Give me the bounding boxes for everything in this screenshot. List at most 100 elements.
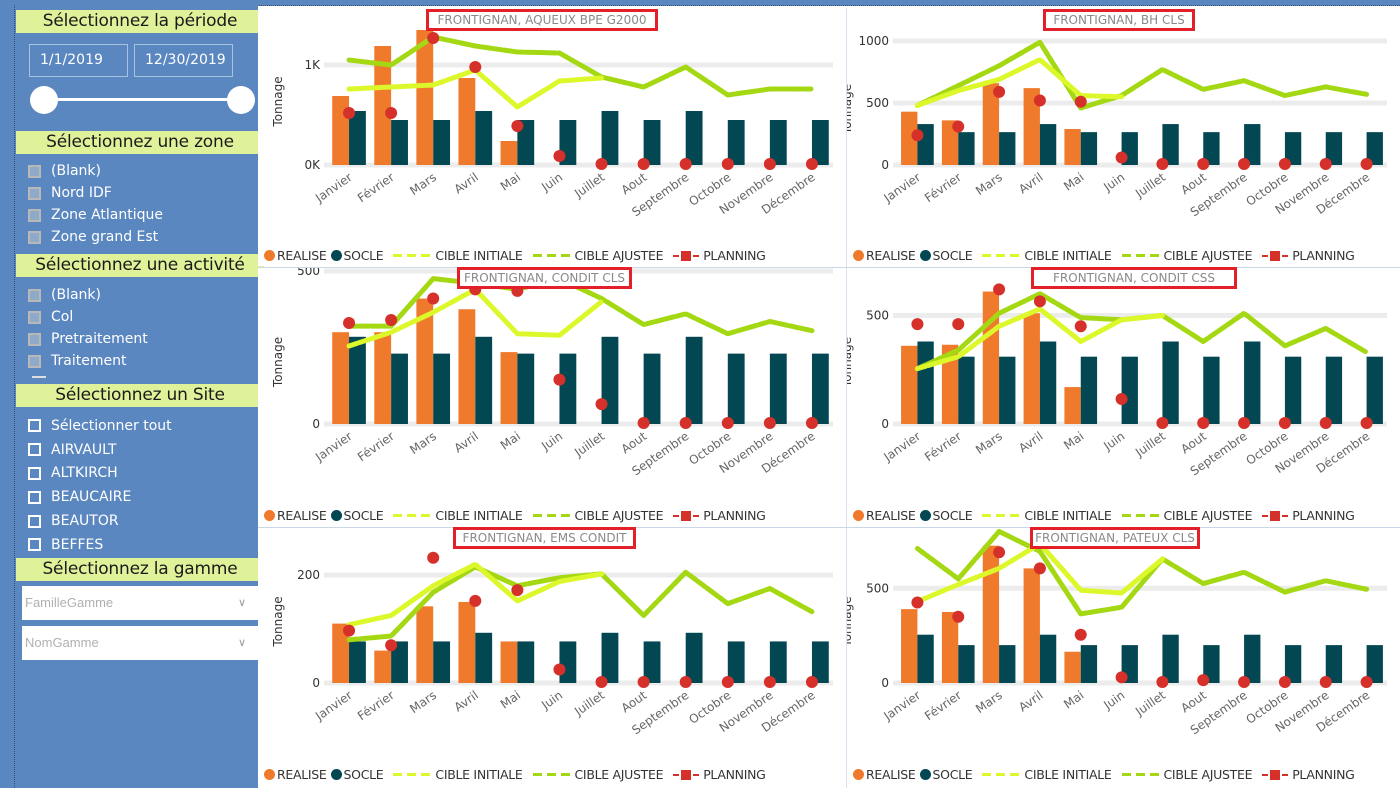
checkbox-icon[interactable] — [28, 230, 41, 244]
chart-aqueux-bpe-g2000[interactable]: 0K 1K Tonnage Janvier Février Mars Avril Mai Jui… — [258, 6, 846, 266]
checkbox-icon[interactable] — [28, 514, 41, 528]
chart-condit-css[interactable]: 0 500 Tonnage Janvier Février Mars Avril Mai Jui… — [847, 267, 1400, 526]
svg-text:500: 500 — [866, 96, 889, 110]
activite-item[interactable]: Pretraitement — [28, 328, 148, 350]
checkbox-icon[interactable] — [28, 164, 41, 178]
planning-legend-icon — [1262, 250, 1289, 261]
legend-socle[interactable]: SOCLE — [343, 508, 384, 523]
legend-cible-ajustee[interactable]: CIBLE AJUSTEE — [574, 767, 664, 782]
legend-planning[interactable]: PLANNING — [703, 248, 766, 263]
legend-planning[interactable]: PLANNING — [703, 508, 766, 523]
cible-ajustee-legend-icon — [1121, 773, 1162, 776]
site-item[interactable]: BEFFES — [28, 533, 172, 557]
svg-text:200: 200 — [297, 568, 320, 582]
zone-item[interactable]: Zone Atlantique — [28, 204, 163, 226]
legend-cible-initiale[interactable]: CIBLE INITIALE — [435, 767, 523, 782]
legend-cible-ajustee[interactable]: CIBLE AJUSTEE — [1163, 767, 1253, 782]
zone-item[interactable]: Nord IDF — [28, 182, 163, 204]
famille-gamme-dropdown[interactable]: FamilleGamme ∨ — [22, 586, 258, 620]
site-item[interactable]: AIRVAULT — [28, 438, 172, 462]
socle-legend-icon — [330, 510, 342, 521]
legend-socle[interactable]: SOCLE — [343, 767, 384, 782]
periode-header: Sélectionnez la période — [16, 10, 264, 33]
checkbox-icon[interactable] — [28, 208, 41, 222]
legend-planning[interactable]: PLANNING — [1292, 767, 1355, 782]
site-item[interactable]: BEAUTOR — [28, 509, 172, 533]
legend-cible-ajustee[interactable]: CIBLE AJUSTEE — [1163, 248, 1253, 263]
legend-socle[interactable]: SOCLE — [932, 508, 973, 523]
svg-text:500: 500 — [297, 268, 320, 278]
legend-cible-ajustee[interactable]: CIBLE AJUSTEE — [574, 508, 664, 523]
svg-text:Mars: Mars — [407, 688, 439, 716]
legend-cible-initiale[interactable]: CIBLE INITIALE — [1024, 248, 1112, 263]
checkbox-icon[interactable] — [28, 310, 41, 324]
svg-text:Juin: Juin — [1100, 170, 1127, 195]
checkbox-icon[interactable] — [28, 538, 41, 552]
svg-text:Mai: Mai — [498, 688, 523, 712]
date-range-slider[interactable] — [46, 98, 242, 101]
legend-cible-initiale[interactable]: CIBLE INITIALE — [1024, 508, 1112, 523]
legend-realise[interactable]: REALISE — [866, 767, 916, 782]
chart-ems-condit[interactable]: 0 200 Tonnage Janvier Février Mars Avril Mai Jui… — [258, 527, 846, 788]
legend-realise[interactable]: REALISE — [277, 508, 327, 523]
activite-item[interactable]: Col — [28, 306, 148, 328]
selection-outline-top — [14, 5, 1400, 6]
checkbox-icon[interactable] — [28, 443, 41, 457]
checkbox-icon[interactable] — [28, 490, 41, 504]
legend-cible-ajustee[interactable]: CIBLE AJUSTEE — [574, 248, 664, 263]
legend-realise[interactable]: REALISE — [866, 248, 916, 263]
legend-realise[interactable]: REALISE — [866, 508, 916, 523]
svg-text:0: 0 — [881, 676, 889, 690]
legend-socle[interactable]: SOCLE — [343, 248, 384, 263]
legend-socle[interactable]: SOCLE — [932, 248, 973, 263]
svg-text:Janvier: Janvier — [880, 429, 923, 465]
legend-cible-ajustee[interactable]: CIBLE AJUSTEE — [1163, 508, 1253, 523]
site-item[interactable]: BEAUCAIRE — [28, 485, 172, 509]
chart-title: FRONTIGNAN, PATEUX CLS — [1030, 527, 1200, 549]
legend-realise[interactable]: REALISE — [277, 248, 327, 263]
cible-initiale-legend-icon — [393, 514, 434, 517]
legend-planning[interactable]: PLANNING — [703, 767, 766, 782]
site-item[interactable]: Sélectionner tout — [28, 414, 172, 438]
legend-cible-initiale[interactable]: CIBLE INITIALE — [435, 508, 523, 523]
checkbox-icon[interactable] — [28, 186, 41, 200]
svg-text:Juillet: Juillet — [1132, 429, 1168, 460]
socle-legend-icon — [919, 769, 931, 780]
site-item[interactable]: ALTKIRCH — [28, 462, 172, 486]
column-divider — [846, 8, 847, 788]
legend-realise[interactable]: REALISE — [277, 767, 327, 782]
svg-text:Janvier: Janvier — [312, 429, 355, 465]
legend-cible-initiale[interactable]: CIBLE INITIALE — [1024, 767, 1112, 782]
nom-gamme-dropdown[interactable]: NomGamme ∨ — [22, 626, 258, 660]
zone-item[interactable]: (Blank) — [28, 160, 163, 182]
activite-item[interactable]: Traitement — [28, 350, 148, 372]
activite-list: (Blank) Col Pretraitement Traitement — [28, 284, 148, 372]
checkbox-icon[interactable] — [28, 419, 41, 433]
start-date-input[interactable]: 1/1/2019 — [29, 44, 128, 77]
chart-condit-cls[interactable]: 0 500 Tonnage Janvier Février Mars Avril Mai Jui… — [258, 267, 846, 526]
slider-end-handle[interactable] — [227, 86, 255, 114]
legend-planning[interactable]: PLANNING — [1292, 508, 1355, 523]
svg-text:Aout: Aout — [1178, 170, 1209, 197]
chart-pateux-cls[interactable]: 0 500 Tonnage Janvier Février Mars Avril Mai Jui… — [847, 527, 1400, 788]
legend-planning[interactable]: PLANNING — [1292, 248, 1355, 263]
svg-text:Avril: Avril — [1016, 170, 1046, 197]
cible-initiale-legend-icon — [982, 773, 1023, 776]
svg-text:Février: Février — [355, 688, 397, 723]
svg-text:Février: Février — [355, 429, 397, 464]
checkbox-icon[interactable] — [28, 466, 41, 480]
activite-list-overflow[interactable] — [32, 376, 46, 378]
slider-start-handle[interactable] — [30, 86, 58, 114]
chart-bh-cls[interactable]: 0 500 1000 Tonnage Janvier Février Mars Avril Ma… — [847, 6, 1400, 266]
checkbox-icon[interactable] — [28, 288, 41, 302]
planning-legend-icon — [673, 769, 700, 780]
checkbox-icon[interactable] — [28, 332, 41, 346]
legend-cible-initiale[interactable]: CIBLE INITIALE — [435, 248, 523, 263]
planning-legend-icon — [673, 510, 700, 521]
svg-text:Mars: Mars — [973, 688, 1005, 716]
end-date-input[interactable]: 12/30/2019 — [134, 44, 233, 77]
zone-item[interactable]: Zone grand Est — [28, 226, 163, 248]
activite-item[interactable]: (Blank) — [28, 284, 148, 306]
checkbox-icon[interactable] — [28, 354, 41, 368]
legend-socle[interactable]: SOCLE — [932, 767, 973, 782]
